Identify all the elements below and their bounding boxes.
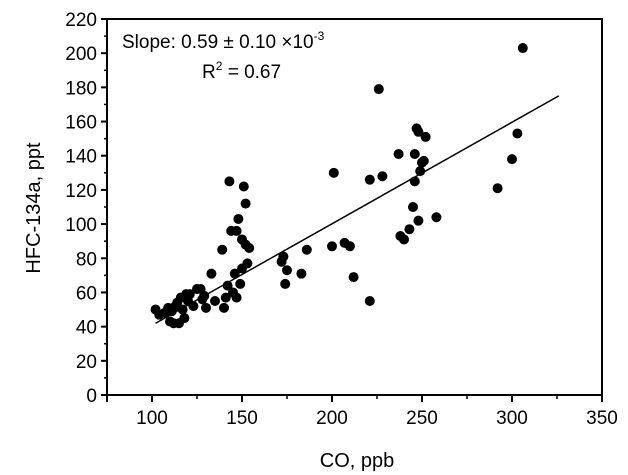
data-point bbox=[233, 213, 244, 224]
r2-value: = 0.67 bbox=[222, 62, 281, 83]
data-point bbox=[206, 268, 217, 279]
data-point bbox=[229, 268, 240, 279]
data-point bbox=[409, 176, 420, 187]
data-point bbox=[278, 251, 289, 262]
data-point bbox=[238, 181, 249, 192]
data-points bbox=[150, 43, 528, 329]
data-point bbox=[224, 176, 235, 187]
plot-border bbox=[106, 18, 603, 396]
data-point bbox=[507, 154, 517, 165]
data-point bbox=[217, 244, 228, 255]
data-point bbox=[364, 296, 375, 306]
x-tick-label: 150 bbox=[226, 408, 258, 429]
slope-annotation: Slope: 0.59 ± 0.10 ×10-3 bbox=[122, 29, 325, 53]
y-tick-label: 160 bbox=[65, 113, 97, 134]
data-point bbox=[418, 155, 429, 166]
data-point bbox=[235, 278, 246, 289]
y-tick-label: 140 bbox=[65, 147, 97, 168]
x-tick-label: 250 bbox=[406, 408, 438, 429]
y-tick-label: 0 bbox=[86, 386, 97, 407]
fit-line bbox=[155, 95, 560, 324]
x-axis: 100 150 200 250 300 350 bbox=[106, 395, 618, 429]
data-point bbox=[282, 265, 292, 276]
x-axis-label: CO, ppb bbox=[320, 450, 394, 472]
data-point bbox=[231, 225, 242, 236]
data-point bbox=[199, 290, 210, 301]
data-point bbox=[420, 131, 431, 142]
data-point bbox=[364, 174, 375, 185]
data-point bbox=[220, 292, 231, 303]
data-point bbox=[413, 126, 424, 137]
data-point bbox=[399, 234, 409, 245]
data-point bbox=[222, 280, 233, 291]
y-tick-label: 80 bbox=[76, 249, 97, 270]
data-point bbox=[492, 183, 503, 194]
y-axis: 0 20 40 60 80 100 120 140 160 180 200 220 bbox=[65, 10, 107, 407]
x-tick-label: 300 bbox=[496, 408, 528, 429]
y-tick-label: 60 bbox=[76, 283, 97, 304]
y-axis-label: HFC-134a, ppt bbox=[23, 142, 45, 274]
data-point bbox=[517, 43, 528, 54]
data-point bbox=[201, 302, 211, 313]
data-point bbox=[184, 289, 195, 300]
y-tick-label: 20 bbox=[76, 352, 97, 373]
data-point bbox=[240, 198, 251, 209]
plot-frame bbox=[106, 18, 603, 396]
data-point bbox=[413, 215, 424, 226]
r2-exponent: 2 bbox=[216, 59, 223, 73]
y-tick-label: 220 bbox=[65, 10, 97, 31]
data-point bbox=[415, 166, 426, 177]
data-point bbox=[348, 272, 359, 283]
data-point bbox=[377, 171, 388, 182]
x-tick-label: 200 bbox=[316, 408, 348, 429]
data-point bbox=[280, 278, 291, 289]
data-point bbox=[328, 167, 339, 178]
data-point bbox=[393, 149, 404, 160]
data-point bbox=[409, 149, 420, 160]
data-point bbox=[188, 301, 199, 312]
fit-line-group bbox=[155, 95, 560, 324]
y-tick-label: 40 bbox=[76, 318, 97, 339]
data-point bbox=[345, 241, 355, 252]
r2-prefix: R bbox=[202, 62, 216, 83]
data-point bbox=[431, 212, 442, 223]
data-point bbox=[244, 243, 255, 254]
r-squared-annotation: R2 = 0.67 bbox=[202, 59, 281, 83]
data-point bbox=[512, 128, 523, 139]
data-point bbox=[210, 296, 220, 306]
x-tick-label: 350 bbox=[586, 408, 618, 429]
slope-text: Slope: 0.59 ± 0.10 ×10 bbox=[122, 32, 314, 53]
data-point bbox=[231, 292, 242, 303]
y-tick-label: 100 bbox=[65, 215, 97, 236]
data-point bbox=[296, 268, 307, 279]
data-point bbox=[404, 224, 415, 235]
y-tick-label: 120 bbox=[65, 181, 97, 202]
data-point bbox=[179, 313, 190, 324]
y-tick-label: 200 bbox=[65, 44, 97, 65]
data-point bbox=[219, 302, 229, 313]
y-tick-label: 180 bbox=[65, 78, 97, 99]
data-point bbox=[408, 202, 418, 212]
data-point bbox=[327, 241, 337, 252]
data-point bbox=[301, 244, 312, 255]
data-point bbox=[242, 258, 253, 269]
data-point bbox=[177, 304, 188, 315]
data-point bbox=[373, 84, 384, 95]
slope-exponent: -3 bbox=[314, 29, 325, 43]
x-tick-label: 100 bbox=[136, 408, 168, 429]
